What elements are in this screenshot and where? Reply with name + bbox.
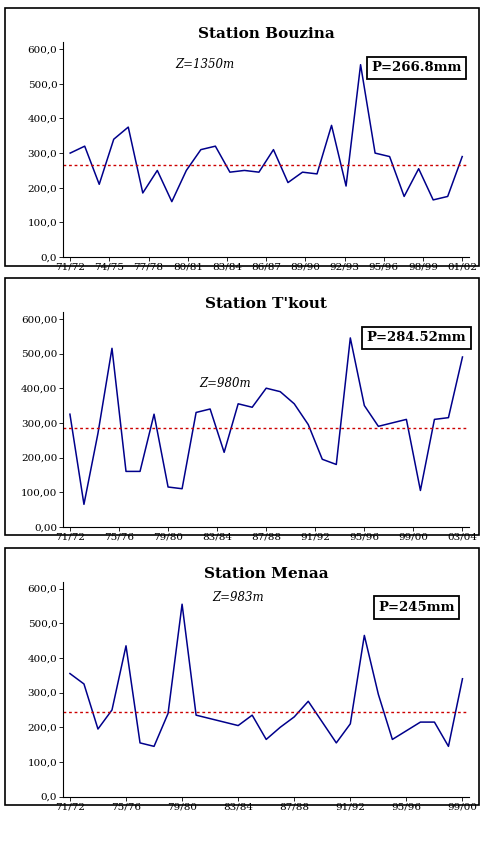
Text: Z=1350m: Z=1350m <box>176 58 235 71</box>
Text: Z=980m: Z=980m <box>200 377 251 390</box>
Title: Station Bouzina: Station Bouzina <box>198 27 334 41</box>
Text: Z=983m: Z=983m <box>212 591 264 604</box>
Text: P=284.52mm: P=284.52mm <box>367 331 467 344</box>
Title: Station Menaa: Station Menaa <box>204 566 329 581</box>
Title: Station T'kout: Station T'kout <box>205 297 327 311</box>
Text: P=245mm: P=245mm <box>378 601 455 614</box>
Text: P=266.8mm: P=266.8mm <box>371 62 462 74</box>
